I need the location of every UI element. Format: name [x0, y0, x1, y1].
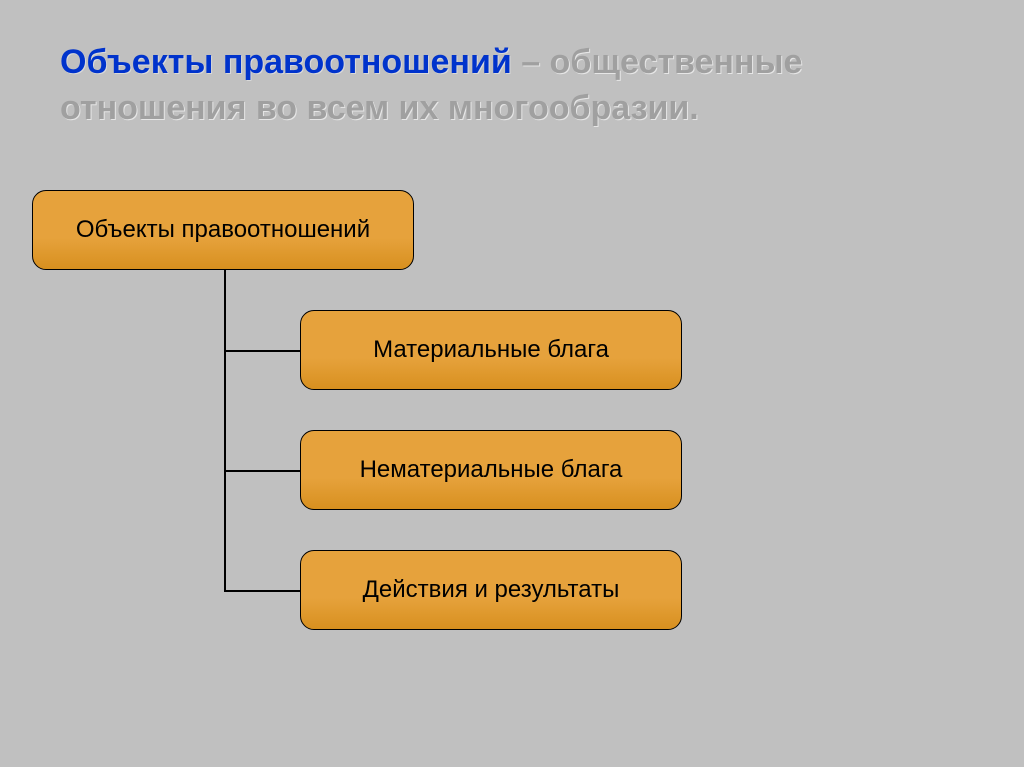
node-child-1: Материальные блага	[300, 310, 682, 390]
node-child-2-label: Нематериальные блага	[360, 456, 623, 484]
node-child-3-label: Действия и результаты	[363, 576, 620, 604]
node-root-label: Объекты правоотношений	[76, 216, 370, 244]
title-emphasis: Объекты правоотношений	[60, 43, 512, 81]
connector-trunk	[224, 270, 226, 590]
connector-branch-1	[224, 350, 300, 352]
node-child-2: Нематериальные блага	[300, 430, 682, 510]
node-child-3: Действия и результаты	[300, 550, 682, 630]
node-root: Объекты правоотношений	[32, 190, 414, 270]
connector-branch-3	[224, 590, 300, 592]
node-child-1-label: Материальные блага	[373, 336, 609, 364]
connector-branch-2	[224, 470, 300, 472]
slide-title: Объекты правоотношений – общественные от…	[60, 40, 960, 132]
